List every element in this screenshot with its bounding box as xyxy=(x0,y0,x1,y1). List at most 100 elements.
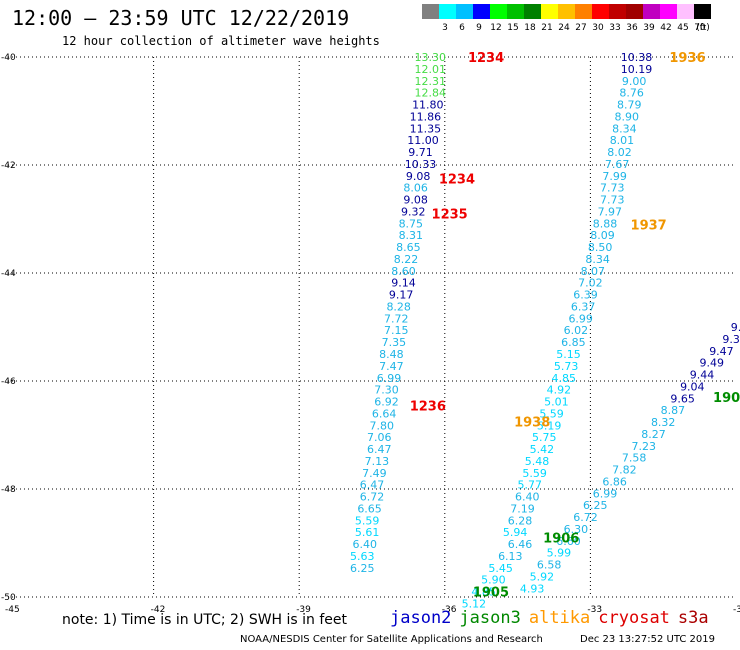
scale-label: 27 xyxy=(575,23,587,33)
wave-height-value: 6.47 xyxy=(367,443,392,456)
wave-height-value: 6.39 xyxy=(573,289,598,302)
wave-height-value: 6.25 xyxy=(583,499,608,512)
y-tick-label: -44 xyxy=(1,269,16,279)
wave-height-value: 5.42 xyxy=(530,443,555,456)
wave-height-value: 8.90 xyxy=(615,110,640,123)
wave-height-value: 6.37 xyxy=(571,300,596,313)
wave-height-value: 8.34 xyxy=(585,253,610,266)
wave-height-value: 8.50 xyxy=(588,241,613,254)
wave-height-value: 11.80 xyxy=(412,99,444,112)
scale-swatch xyxy=(677,4,694,19)
scale-swatch xyxy=(575,4,592,19)
wave-height-value: 5.59 xyxy=(522,467,547,480)
chart-title: 12:00 – 23:59 UTC 12/22/2019 xyxy=(12,6,350,30)
scale-swatch xyxy=(490,4,507,19)
wave-height-value: 7.58 xyxy=(622,452,647,465)
wave-height-value: 9.17 xyxy=(389,289,414,302)
pass-time-label: 1234 xyxy=(468,51,504,66)
scale-swatch xyxy=(643,4,660,19)
satellite-legend: jason2 jason3 altika cryosat s3a xyxy=(390,608,717,628)
wave-height-value: 5.01 xyxy=(544,396,569,409)
wave-height-value: 5.15 xyxy=(556,348,581,361)
wave-height-value: 6.86 xyxy=(602,475,627,488)
wave-height-value: 8.88 xyxy=(593,217,618,230)
x-tick-label: -45 xyxy=(5,605,20,615)
wave-height-value: 8.31 xyxy=(399,229,424,242)
scale-swatch xyxy=(660,4,677,19)
pass-time-label: 1905 xyxy=(473,586,509,601)
wave-height-value: 12.01 xyxy=(414,63,446,76)
wave-height-value: 5.19 xyxy=(537,419,562,432)
scale-swatch xyxy=(592,4,609,19)
wave-height-value: 8.22 xyxy=(394,253,419,266)
wave-height-value: 6.58 xyxy=(537,559,562,572)
wave-height-value: 6.30 xyxy=(564,523,589,536)
scale-label: 30 xyxy=(592,23,604,33)
scale-label: 45 xyxy=(677,23,689,33)
pass-time-label: 1235 xyxy=(432,208,468,223)
wave-height-value: 9.00 xyxy=(622,75,647,88)
scale-label: 3 xyxy=(442,23,448,33)
scale-label: 24 xyxy=(558,23,570,33)
x-tick-label: -42 xyxy=(151,605,166,615)
wave-height-value: 6.02 xyxy=(564,324,589,337)
wave-height-value: 7.67 xyxy=(605,158,630,171)
x-tick-label: -30 xyxy=(733,605,740,615)
wave-height-value: 6.40 xyxy=(352,538,377,551)
scale-swatch xyxy=(473,4,490,19)
scale-label: 18 xyxy=(524,23,536,33)
wave-height-value: 8.48 xyxy=(379,348,404,361)
scale-swatch xyxy=(456,4,473,19)
wave-height-value: 4.85 xyxy=(471,586,496,599)
wave-height-value: 9.65 xyxy=(670,392,695,405)
wave-height-value: 7.02 xyxy=(578,277,603,290)
wave-height-value: 7.35 xyxy=(382,336,407,349)
legend-jason3: jason3 xyxy=(459,608,521,628)
wave-height-value: 7.80 xyxy=(369,419,394,432)
wave-height-value: 8.01 xyxy=(610,134,635,147)
pass-time-label: 1907 xyxy=(713,391,740,406)
wave-height-value: 8.27 xyxy=(641,428,666,441)
x-tick-label: -36 xyxy=(442,605,457,615)
scale-label: 36 xyxy=(626,23,638,33)
wave-height-value: 6.46 xyxy=(508,538,533,551)
wave-height-value: 8.02 xyxy=(607,146,632,159)
legend-cryosat: cryosat xyxy=(598,608,670,628)
wave-height-value: 9.44 xyxy=(690,369,715,382)
legend-jason2: jason2 xyxy=(390,608,452,628)
y-tick-label: -42 xyxy=(1,161,16,171)
scale-unit: (ft) xyxy=(696,23,710,33)
scale-label: 9 xyxy=(476,23,482,33)
wave-height-value: 7.06 xyxy=(367,431,392,444)
wave-height-value: 7.73 xyxy=(600,182,625,195)
wave-height-value: 6.40 xyxy=(515,491,540,504)
wave-height-value: 5.59 xyxy=(355,514,380,527)
y-tick-label: -48 xyxy=(1,485,16,495)
wave-height-value: 7.72 xyxy=(384,312,409,325)
wave-height-value: 7.23 xyxy=(632,440,657,453)
pass-time-label: 1906 xyxy=(543,532,579,547)
wave-height-value: 8.79 xyxy=(617,99,642,112)
wave-height-value: 8.65 xyxy=(396,241,421,254)
wave-height-value: 7.15 xyxy=(384,324,409,337)
wave-height-value: 7.82 xyxy=(612,464,637,477)
x-tick-label: -33 xyxy=(587,605,602,615)
wave-height-value: 7.97 xyxy=(598,205,623,218)
scale-label: 39 xyxy=(643,23,655,33)
legend-s3a: s3a xyxy=(677,608,709,628)
x-tick-label: -39 xyxy=(296,605,311,615)
wave-height-value: 8.60 xyxy=(391,265,416,278)
wave-height-value: 8.32 xyxy=(651,416,676,429)
wave-height-value: 6.64 xyxy=(372,407,397,420)
wave-height-value: 9.49 xyxy=(699,357,724,370)
wave-height-value: 9.04 xyxy=(680,380,705,393)
wave-height-value: 7.47 xyxy=(379,360,404,373)
scale-swatch xyxy=(626,4,643,19)
wave-height-value: 4.85 xyxy=(551,372,576,385)
wave-height-value: 8.28 xyxy=(386,300,411,313)
wave-height-value: 11.00 xyxy=(407,134,439,147)
wave-height-value: 4.93 xyxy=(520,582,545,595)
wave-height-value: 10.19 xyxy=(621,63,653,76)
wave-height-value: 5.63 xyxy=(350,550,375,563)
